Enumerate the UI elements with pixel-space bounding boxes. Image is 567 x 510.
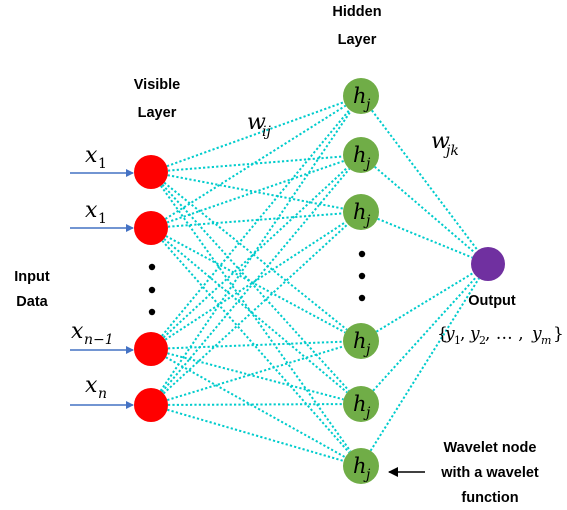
hidden-node-sub: j: [363, 156, 371, 172]
input-hidden-connection: [167, 352, 344, 401]
input-hidden-connection: [165, 235, 346, 334]
input-hidden-connection: [160, 185, 352, 452]
hidden-node: h j: [343, 194, 379, 230]
hidden-node-h: h: [353, 84, 367, 108]
hidden-node-h: h: [353, 143, 367, 167]
w-ij-base: w: [247, 110, 266, 135]
hidden-node-sub: j: [363, 467, 371, 483]
input-hidden-connection: [165, 356, 346, 459]
output-node: [471, 247, 505, 281]
hidden-layer-nodes: h j h j h j h j h j h j: [343, 78, 379, 484]
hidden-node-h: h: [353, 392, 367, 416]
hidden-node-sub: j: [363, 342, 371, 358]
input-label-sub: n: [98, 386, 107, 402]
input-hidden-connection: [166, 101, 345, 168]
hidden-node: h j: [343, 386, 379, 422]
visible-layer-label-line2: Layer: [138, 105, 177, 121]
input-hidden-connection: [163, 238, 348, 394]
vertical-ellipsis-icon: [358, 250, 366, 302]
output-set-open-brace: {: [437, 324, 448, 344]
input-hidden-connection: [161, 168, 351, 393]
input-label-sub: 1: [98, 211, 107, 227]
output-set-ym: y: [531, 324, 542, 344]
hidden-output-connection: [372, 275, 478, 392]
output-set-sep2: , … ,: [485, 324, 524, 344]
hidden-node-h: h: [353, 454, 367, 478]
input-data-label-line1: Input: [14, 269, 50, 285]
hidden-node: h j: [343, 323, 379, 359]
input-hidden-connection: [161, 240, 350, 454]
input-arrows: [70, 169, 134, 409]
input-label-xn-1: x n−1: [71, 319, 114, 348]
input-hidden-connection: [167, 403, 344, 406]
hidden-node-h: h: [353, 200, 367, 224]
input-hidden-connection: [167, 155, 344, 172]
output-set-sub1: 1: [454, 334, 461, 347]
input-hidden-connection: [164, 104, 347, 220]
input-hidden-connection: [167, 212, 344, 228]
wavelet-label-line2: with a wavelet: [440, 465, 539, 481]
weight-label-wij: w ij: [247, 110, 271, 140]
input-node: [134, 332, 168, 366]
input-label-x1-second: x 1: [85, 198, 107, 227]
connections-group: [159, 101, 480, 462]
wavelet-label-line3: function: [461, 490, 518, 506]
input-label-sub: n−1: [84, 332, 114, 348]
vertical-ellipsis-icon: [148, 263, 156, 316]
output-set-y2: y: [469, 324, 480, 344]
hidden-node-h: h: [353, 329, 367, 353]
output-set-close-brace: }: [553, 324, 564, 344]
input-label-sub: 1: [98, 156, 107, 172]
input-label-base: x: [71, 319, 84, 344]
w-ij-sub: ij: [262, 124, 271, 140]
input-hidden-connection: [166, 159, 345, 224]
output-set-sub2: 2: [479, 334, 486, 347]
input-label-x1: x 1: [85, 143, 107, 172]
hidden-node-sub: j: [363, 405, 371, 421]
hidden-output-connection: [369, 277, 480, 452]
weight-label-wjk: w jk: [431, 129, 459, 159]
wavelet-label-line1: Wavelet node: [444, 440, 537, 456]
hidden-output-connection: [375, 271, 474, 333]
w-jk-sub: jk: [443, 143, 459, 159]
hidden-node: h j: [343, 448, 379, 484]
hidden-node-sub: j: [363, 213, 371, 229]
input-hidden-connection: [161, 109, 351, 337]
visible-layer-label-line1: Visible: [134, 77, 180, 93]
output-label: Output: [468, 293, 516, 309]
input-label-base: x: [85, 198, 98, 223]
input-hidden-connection: [162, 223, 349, 395]
output-set-sep1: ,: [460, 324, 465, 344]
input-hidden-connection: [164, 220, 347, 341]
output-set-subm: m: [541, 334, 551, 347]
input-node: [134, 155, 168, 189]
input-hidden-connection: [159, 110, 352, 392]
visible-layer-nodes: [134, 155, 168, 422]
hidden-layer-label-line2: Layer: [338, 32, 377, 48]
hidden-node: h j: [343, 137, 379, 173]
hidden-output-connection: [371, 109, 479, 252]
input-hidden-connection: [163, 181, 348, 331]
input-data-label-line2: Data: [16, 294, 48, 310]
input-label-base: x: [85, 373, 98, 398]
input-node: [134, 388, 168, 422]
output-set-y1: y: [444, 324, 455, 344]
hidden-node-sub: j: [363, 97, 371, 113]
input-label-xn: x n: [85, 373, 107, 402]
output-set-label: { y 1 , y 2 , … , y m }: [437, 324, 564, 347]
hidden-layer-label-line1: Hidden: [332, 4, 381, 20]
input-hidden-connection: [167, 340, 344, 350]
hidden-node: h j: [343, 78, 379, 114]
hidden-output-connection: [377, 217, 473, 259]
hidden-output-connection: [374, 165, 476, 254]
w-jk-base: w: [431, 129, 450, 154]
input-node: [134, 211, 168, 245]
input-label-base: x: [85, 143, 98, 168]
